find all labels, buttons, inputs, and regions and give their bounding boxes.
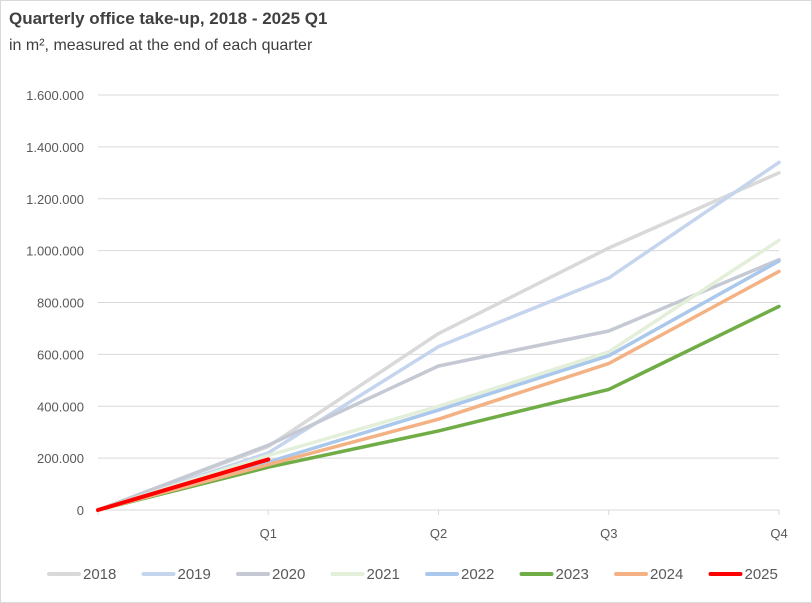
y-tick-label: 0 bbox=[77, 503, 84, 518]
legend-label-2022: 2022 bbox=[461, 566, 494, 583]
y-tick-label: 1.000.000 bbox=[26, 244, 84, 259]
legend-label-2025: 2025 bbox=[745, 566, 778, 583]
legend-label-2020: 2020 bbox=[272, 566, 305, 583]
series-line-2024 bbox=[96, 269, 781, 512]
y-tick-label: 600.000 bbox=[37, 347, 84, 362]
y-tick-label: 1.400.000 bbox=[26, 140, 84, 155]
x-tick-label: Q1 bbox=[260, 526, 277, 541]
y-tick-label: 800.000 bbox=[37, 296, 84, 311]
chart-subtitle: in m², measured at the end of each quart… bbox=[9, 37, 313, 54]
y-tick-label: 1.600.000 bbox=[26, 88, 84, 103]
y-tick-label: 200.000 bbox=[37, 451, 84, 466]
legend-label-2024: 2024 bbox=[650, 566, 683, 583]
x-tick-label: Q2 bbox=[430, 526, 447, 541]
legend-label-2023: 2023 bbox=[556, 566, 589, 583]
y-tick-label: 400.000 bbox=[37, 399, 84, 414]
series-line-2025 bbox=[96, 457, 271, 512]
legend-label-2021: 2021 bbox=[367, 566, 400, 583]
series-line-2018 bbox=[96, 171, 781, 512]
series-line-2021 bbox=[96, 238, 781, 512]
x-tick-label: Q3 bbox=[600, 526, 617, 541]
legend-label-2019: 2019 bbox=[178, 566, 211, 583]
x-tick-label: Q4 bbox=[770, 526, 787, 541]
series-line-2020 bbox=[96, 257, 781, 512]
y-tick-label: 1.200.000 bbox=[26, 192, 84, 207]
legend-label-2018: 2018 bbox=[83, 566, 116, 583]
chart-title: Quarterly office take-up, 2018 - 2025 Q1 bbox=[9, 9, 328, 28]
